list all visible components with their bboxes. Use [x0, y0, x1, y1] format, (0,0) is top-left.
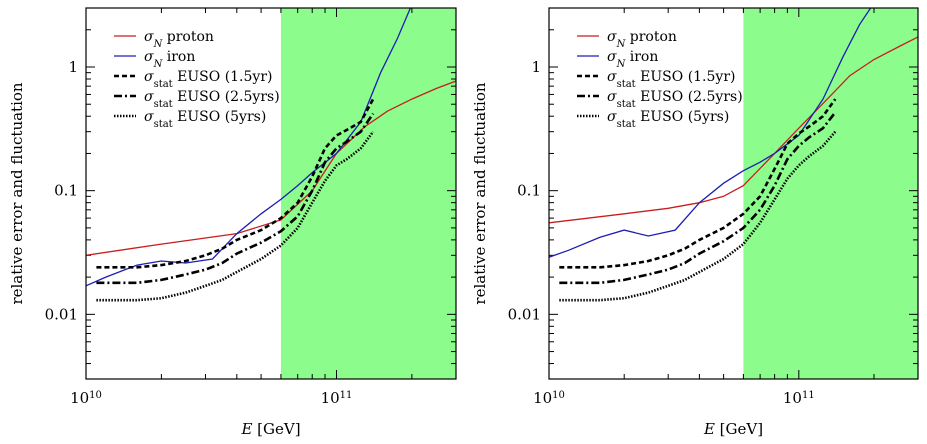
y-axis-label: relative error and fluctuation [8, 82, 26, 304]
series-line-3 [559, 98, 837, 269]
chart-panel-1: 1010 1011 0.01 0.1 1 E [GeV] relative error an… [8, 7, 457, 438]
x-axis-label: E [GeV] [240, 420, 300, 438]
legend-label: σstat EUSO (5yrs) [144, 109, 266, 130]
x-tick-label: 1010 [70, 389, 102, 407]
x-tick-label: 1011 [321, 389, 353, 407]
plot-frame [548, 7, 919, 380]
series-line-2 [86, 8, 412, 287]
x-axis-label: E [GeV] [703, 420, 763, 438]
y-tick-label: 0.01 [508, 305, 541, 323]
shaded-region [743, 8, 918, 379]
axis-ticks [548, 7, 919, 380]
legend-label: σstat EUSO (1.5yr) [607, 69, 735, 90]
legend-label: σstat EUSO (5yrs) [607, 109, 729, 130]
legend-label: σstat EUSO (2.5yrs) [607, 89, 743, 110]
x-tick-label: 1010 [533, 389, 565, 407]
series-line-4 [96, 112, 375, 285]
legend-label: σstat EUSO (2.5yrs) [144, 89, 280, 110]
legend-label: σN iron [607, 49, 658, 70]
series-line-5 [96, 130, 375, 302]
legend-label: σstat EUSO (1.5yr) [144, 69, 272, 90]
y-tick-label: 0.1 [54, 182, 78, 200]
legend-label: σN proton [144, 29, 214, 50]
legend-label: σN iron [144, 49, 195, 70]
chart-panel-2: 1010 1011 0.01 0.1 1 E [GeV] relative error an… [471, 7, 919, 438]
plot-frame [85, 7, 457, 380]
x-tick-label: 1011 [783, 389, 815, 407]
series-line-5 [559, 130, 837, 302]
y-axis-label: relative error and fluctuation [471, 82, 489, 304]
y-tick-label: 1 [531, 58, 541, 76]
y-tick-label: 0.1 [517, 182, 541, 200]
shaded-region [280, 8, 456, 379]
y-tick-label: 0.01 [45, 305, 78, 323]
y-tick-label: 1 [68, 58, 78, 76]
legend-label: σN proton [607, 29, 677, 50]
series-line-2 [549, 8, 872, 258]
